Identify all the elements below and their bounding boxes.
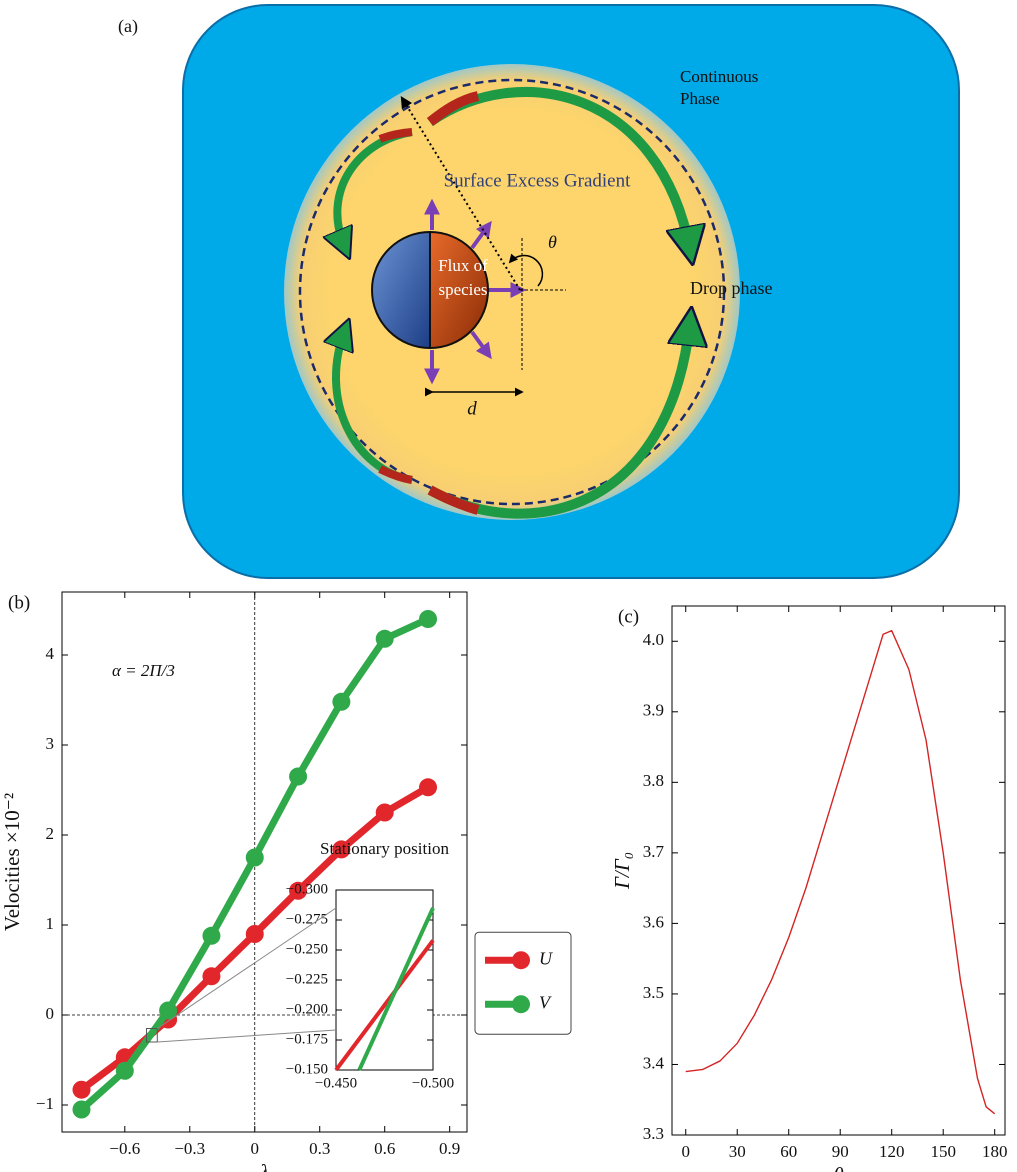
data-point bbox=[332, 692, 351, 711]
x-tick-label: −0.500 bbox=[412, 1075, 454, 1091]
y-tick-label: 3.7 bbox=[643, 842, 665, 861]
flow-arrow-tail bbox=[427, 485, 480, 515]
data-point bbox=[289, 767, 308, 786]
flux-label: Flux of species bbox=[438, 256, 488, 299]
y-tick-label: 4.0 bbox=[643, 630, 664, 649]
y-tick-label: 3.5 bbox=[643, 983, 664, 1002]
x-tick-label: 120 bbox=[879, 1142, 905, 1161]
inset-title: Stationary position bbox=[320, 839, 449, 858]
data-point bbox=[72, 1080, 91, 1099]
flow-arrow-tail bbox=[426, 91, 480, 126]
legend-box bbox=[474, 931, 572, 1035]
panel-label: (a) bbox=[118, 16, 138, 37]
panel-label: (b) bbox=[8, 592, 30, 613]
zoom-box bbox=[145, 1028, 158, 1043]
y-tick-label: −1 bbox=[36, 1094, 54, 1113]
continuous-phase-text: Continuous Phase bbox=[680, 67, 759, 108]
y-tick-label: −0.275 bbox=[286, 911, 328, 927]
flow-arrow-tail bbox=[378, 465, 413, 484]
legend-marker bbox=[512, 995, 530, 1014]
gradient-label: Surface Excess Gradient bbox=[444, 170, 631, 191]
y-tick-label: −0.250 bbox=[286, 941, 328, 957]
drop-phase-label: Drop phase bbox=[690, 278, 772, 298]
legend-marker bbox=[512, 951, 530, 970]
x-tick-label: 0.6 bbox=[374, 1139, 395, 1158]
data-point bbox=[375, 629, 394, 648]
plot-frame bbox=[671, 605, 1006, 1136]
data-point bbox=[159, 1001, 178, 1020]
y-tick-label: −0.300 bbox=[286, 881, 328, 897]
y-tick-label: 3 bbox=[46, 734, 55, 753]
x-tick-label: 0 bbox=[251, 1139, 260, 1158]
data-point bbox=[245, 925, 264, 943]
x-axis-label: λ bbox=[259, 1160, 269, 1172]
angle-arc bbox=[508, 253, 544, 287]
y-tick-label: 1 bbox=[46, 914, 55, 933]
x-tick-label: 30 bbox=[729, 1142, 746, 1161]
series-line bbox=[685, 629, 996, 1115]
y-tick-label: 4 bbox=[46, 644, 55, 663]
zoom-connector bbox=[157, 907, 337, 1029]
particle-half bbox=[429, 230, 489, 350]
plot-frame bbox=[335, 889, 434, 1071]
panel-a: (a) Continuous Phase Surface Excess Grad… bbox=[118, 4, 960, 579]
y-tick-label: 3.6 bbox=[643, 912, 664, 931]
annotation: α = 2Π/3 bbox=[112, 661, 175, 680]
x-axis-label: θ bbox=[833, 1163, 843, 1172]
x-tick-label: 150 bbox=[930, 1142, 956, 1161]
panel-label: (c) bbox=[618, 606, 639, 627]
data-point bbox=[375, 803, 394, 822]
y-tick-label: −0.225 bbox=[286, 971, 328, 987]
x-tick-label: −0.450 bbox=[315, 1075, 357, 1091]
x-tick-label: −0.6 bbox=[109, 1139, 140, 1158]
series-line bbox=[334, 939, 435, 1072]
y-axis-label: Γ/Γ₀ bbox=[610, 852, 634, 890]
x-tick-label: 0.3 bbox=[309, 1139, 330, 1158]
data-point bbox=[202, 967, 221, 986]
x-tick-label: 0 bbox=[681, 1142, 690, 1161]
continuous-phase-label: Continuous Phase bbox=[680, 67, 759, 108]
drop-boundary bbox=[298, 78, 726, 506]
data-point bbox=[245, 848, 264, 867]
series-line bbox=[357, 907, 435, 1071]
flux-text: Flux of species bbox=[438, 256, 488, 299]
data-point bbox=[419, 610, 438, 628]
flux-arrows bbox=[424, 198, 527, 385]
flow-arrow-tail bbox=[378, 128, 413, 143]
x-tick-label: 180 bbox=[982, 1142, 1008, 1161]
data-point bbox=[332, 840, 351, 859]
y-axis-label: Velocities ×10⁻² bbox=[0, 793, 24, 931]
data-point bbox=[202, 926, 221, 945]
x-tick-label: 90 bbox=[832, 1142, 849, 1161]
data-point bbox=[72, 1100, 91, 1119]
particle-half bbox=[371, 230, 431, 350]
data-point bbox=[419, 778, 438, 797]
y-tick-label: −0.150 bbox=[286, 1061, 328, 1077]
y-tick-label: 3.4 bbox=[643, 1053, 665, 1072]
inset-title-text: Stationary position bbox=[320, 839, 449, 858]
data-point bbox=[115, 1061, 134, 1080]
data-point bbox=[289, 881, 308, 900]
y-tick-label: −0.200 bbox=[286, 1001, 328, 1017]
legend-label: V bbox=[539, 992, 552, 1012]
legend-label: U bbox=[539, 948, 553, 968]
y-tick-label: 0 bbox=[46, 1004, 55, 1023]
y-tick-label: −0.175 bbox=[286, 1031, 328, 1047]
theta-label: θ bbox=[548, 232, 557, 252]
x-tick-label: −0.3 bbox=[174, 1139, 205, 1158]
distance-label: d bbox=[467, 398, 477, 419]
y-tick-label: 3.8 bbox=[643, 771, 664, 790]
y-tick-label: 2 bbox=[46, 824, 55, 843]
x-tick-label: 0.9 bbox=[439, 1139, 460, 1158]
y-tick-label: 3.9 bbox=[643, 701, 664, 720]
zoom-connector bbox=[157, 1029, 337, 1043]
x-tick-label: 60 bbox=[780, 1142, 797, 1161]
y-tick-label: 3.3 bbox=[643, 1124, 664, 1143]
